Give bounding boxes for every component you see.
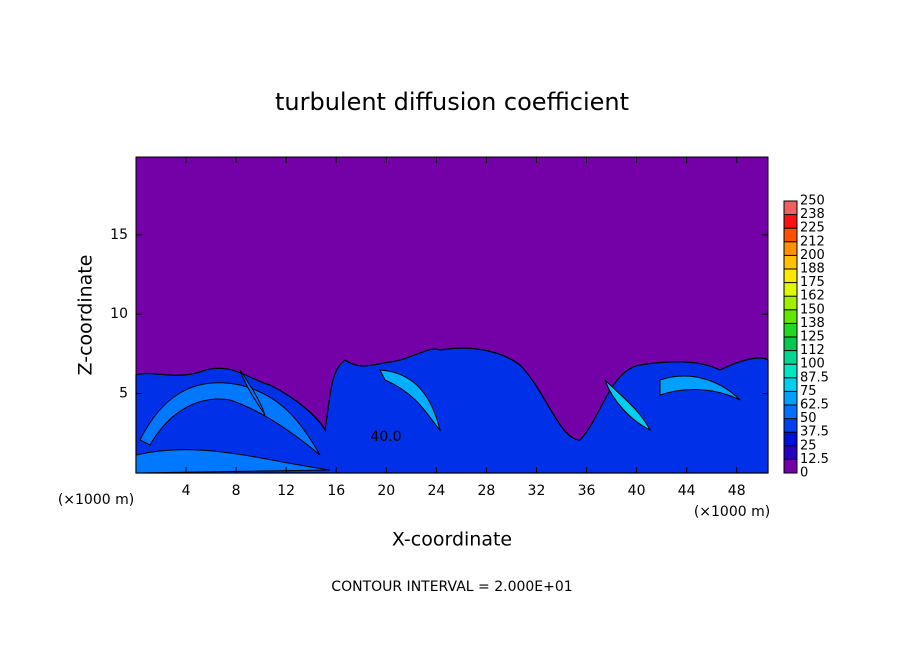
colorbar-label: 12.5 [800, 452, 829, 467]
x-tick-label: 12 [277, 483, 295, 499]
y-tick-label: 10 [110, 306, 128, 322]
contour-label: 40.0 [370, 429, 401, 445]
colorbar-band [784, 201, 797, 215]
colorbar-label: 138 [800, 316, 825, 331]
field-region [379, 369, 441, 432]
x-tick-label: 28 [478, 483, 496, 499]
colorbar-label: 100 [800, 357, 825, 372]
y-unit: (×1000 m) [58, 492, 134, 508]
colorbar-label: 0 [800, 466, 808, 481]
colorbar-band [784, 296, 797, 310]
field-region [135, 347, 769, 474]
colorbar-band [784, 377, 797, 392]
colorbar-label: 188 [800, 262, 825, 277]
x-tick-label: 44 [678, 483, 696, 499]
colorbar-label: 212 [800, 234, 825, 249]
footer: CONTOUR INTERVAL = 2.000E+01 [331, 579, 572, 595]
colorbar-label: 75 [800, 384, 817, 399]
x-tick-label: 32 [528, 483, 546, 499]
x-tick-label: 8 [232, 483, 241, 499]
colorbar-band [784, 309, 797, 324]
colorbar-band [784, 323, 797, 337]
y-tick-label: 15 [110, 227, 128, 243]
colorbar-band [784, 269, 797, 283]
colorbar-band [784, 405, 797, 419]
chart-title: turbulent diffusion coefficient [275, 88, 629, 116]
field-region [659, 375, 741, 401]
colorbar-label: 175 [800, 275, 825, 290]
x-tick-label: 48 [728, 483, 746, 499]
colorbar-band [784, 282, 797, 297]
x-tick-label: 36 [578, 483, 596, 499]
field [135, 347, 769, 474]
colorbar-label: 150 [800, 302, 825, 317]
colorbar-label: 112 [800, 343, 825, 358]
colorbar-label: 125 [800, 330, 825, 345]
x-unit: (×1000 m) [694, 504, 770, 520]
colorbar-band [784, 241, 797, 256]
colorbar-band [784, 214, 797, 229]
y-axis-title: Z-coordinate [75, 255, 97, 376]
colorbar-band [784, 350, 797, 365]
colorbar-band [784, 364, 797, 378]
colorbar-label: 250 [800, 194, 825, 209]
field-region [135, 449, 331, 474]
colorbar-band [784, 228, 797, 242]
colorbar-band [784, 391, 797, 405]
colorbar-band [784, 445, 797, 460]
colorbar-label: 162 [800, 289, 825, 304]
field-region [604, 379, 652, 432]
colorbar-band [784, 418, 797, 433]
colorbar-band [784, 432, 797, 446]
x-tick-label: 40 [628, 483, 646, 499]
field-region [239, 369, 266, 416]
colorbar-band [784, 337, 797, 351]
x-tick-label: 24 [427, 483, 445, 499]
colorbar-label: 87.5 [800, 370, 829, 385]
x-tick-label: 4 [182, 483, 191, 499]
y-tick-label: 5 [119, 386, 128, 402]
colorbar-label: 25 [800, 438, 817, 453]
colorbar-label: 238 [800, 207, 825, 222]
colorbar-label: 62.5 [800, 398, 829, 413]
colorbar-label: 50 [800, 411, 817, 426]
colorbar-label: 37.5 [800, 425, 829, 440]
x-axis-title: X-coordinate [392, 529, 512, 551]
colorbar-label: 200 [800, 248, 825, 263]
colorbar-label: 225 [800, 221, 825, 236]
field-region [139, 382, 321, 456]
x-tick-label: 16 [327, 483, 345, 499]
x-tick-label: 20 [377, 483, 395, 499]
plot-frame [135, 156, 769, 474]
colorbar-band [784, 459, 797, 473]
colorbar-band [784, 255, 797, 269]
